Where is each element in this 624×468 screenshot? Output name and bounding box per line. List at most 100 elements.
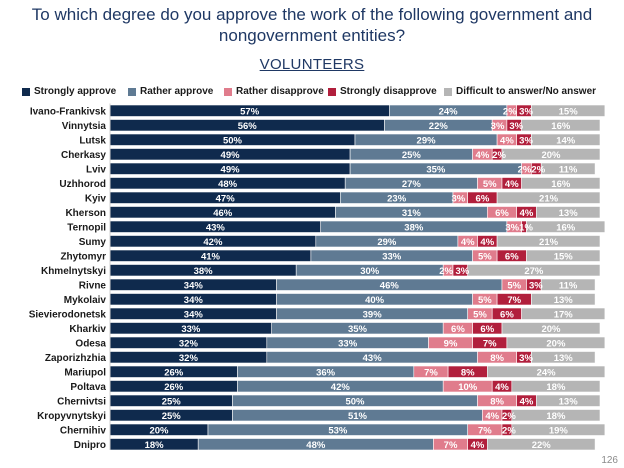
data-label: 33% [382,251,402,262]
data-label: 7% [478,425,492,436]
bar-segment-difficult-to-answer-no-answer [540,162,596,175]
data-label: 13% [554,295,574,306]
category-label: Dnipro [74,440,106,450]
category-label: Lutsk [79,135,106,146]
chart-legend: Strongly approve Rather approve Rather dis… [0,86,624,100]
data-label: 7% [444,440,458,450]
legend-swatch [444,87,452,96]
data-label: 7% [424,367,438,378]
data-label: 30% [360,266,380,277]
data-label: 48% [306,440,326,450]
data-label: 16% [556,222,576,233]
data-label: 18% [546,411,566,422]
data-label: 8% [490,353,504,364]
data-label: 51% [348,411,368,422]
legend-item-rather-approve: Rather approve [128,86,213,97]
data-label: 20% [541,150,561,161]
bar-segment-difficult-to-answer-no-answer [521,119,601,132]
data-label: 5% [473,309,487,320]
category-label: Kyiv [85,193,107,204]
stacked-bar-chart: Ivano-Frankivsk 57% 24% 2% 3% 15%Vinnytsia 56%… [29,103,606,450]
data-label: 39% [363,309,383,320]
category-label: Mariupol [64,367,106,378]
data-label: 32% [179,353,199,364]
bar-segment-difficult-to-answer-no-answer [486,365,606,378]
data-label: 53% [328,425,348,436]
data-label: 26% [164,367,184,378]
data-label: 4% [495,382,509,393]
legend-item-difficult-to-answer-no-answer: Difficult to answer/No answer [444,86,596,97]
data-label: 2% [518,164,532,175]
data-label: 34% [184,295,204,306]
bar-segment-difficult-to-answer-no-answer [496,191,601,204]
legend-swatch [224,87,232,96]
category-label: Mykolaiv [64,295,107,306]
data-label: 4% [476,150,490,161]
category-label: Uzhhorod [59,179,106,190]
data-label: 34% [184,280,204,291]
category-label: Poltava [70,382,106,393]
data-label: 2% [531,164,545,175]
chart-title: To which degree do you approve the work … [0,4,624,46]
data-label: 6% [505,251,519,262]
data-label: 3% [451,193,465,204]
data-label: 4% [485,411,499,422]
data-label: 38% [194,266,214,277]
category-label: Odesa [75,338,106,349]
data-label: 2% [492,150,506,161]
page-number: 126 [601,455,618,466]
bar-segment-difficult-to-answer-no-answer [535,394,601,407]
data-label: 2% [502,425,516,436]
data-label: 3% [519,135,533,146]
bar-segment-difficult-to-answer-no-answer [526,249,601,262]
category-label: Khmelnytskyi [41,266,106,277]
data-label: 4% [480,237,494,248]
data-label: 18% [145,440,165,450]
data-label: 21% [539,237,559,248]
data-label: 24% [439,106,459,117]
bar-segment-difficult-to-answer-no-answer [521,177,601,190]
category-label: Rivne [79,280,107,291]
data-label: 19% [549,425,569,436]
legend-swatch [328,87,336,96]
category-label: Vinnytsia [62,121,107,132]
data-label: 13% [554,353,574,364]
data-label: 22% [429,121,449,132]
data-label: 24% [537,367,557,378]
category-label: Kharkiv [69,324,106,335]
data-label: 40% [365,295,385,306]
data-label: 47% [216,193,236,204]
legend-swatch [128,87,136,96]
category-label: Sumy [79,237,107,248]
data-label: 27% [402,179,422,190]
data-label: 3% [505,222,519,233]
data-label: 26% [164,382,184,393]
data-label: 25% [402,150,422,161]
data-label: 20% [149,425,169,436]
data-label: 7% [507,295,521,306]
category-label: Zhytomyr [60,251,106,262]
category-label: Zaporizhzhia [45,353,107,364]
data-label: 2% [503,106,517,117]
chart-title-line-1: To which degree do you approve the work … [31,5,593,24]
bar-segment-difficult-to-answer-no-answer [511,380,601,393]
data-label: 6% [500,309,514,320]
bar-segment-difficult-to-answer-no-answer [526,220,606,233]
bar-segment-difficult-to-answer-no-answer [531,104,606,117]
legend-label: Difficult to answer/No answer [456,86,597,97]
data-label: 8% [461,367,475,378]
data-label: 4% [505,179,519,190]
category-label: Cherkasy [61,150,106,161]
data-label: 16% [551,179,571,190]
data-label: 4% [520,208,534,219]
category-label: Kherson [65,208,106,219]
data-label: 49% [221,150,241,161]
bar-segment-difficult-to-answer-no-answer [511,423,606,436]
data-label: 5% [478,251,492,262]
data-label: 35% [348,324,368,335]
data-label: 42% [331,382,351,393]
bar-segment-difficult-to-answer-no-answer [467,264,601,277]
legend-label: Rather approve [140,86,214,97]
data-label: 50% [223,135,243,146]
data-label: 42% [203,237,223,248]
